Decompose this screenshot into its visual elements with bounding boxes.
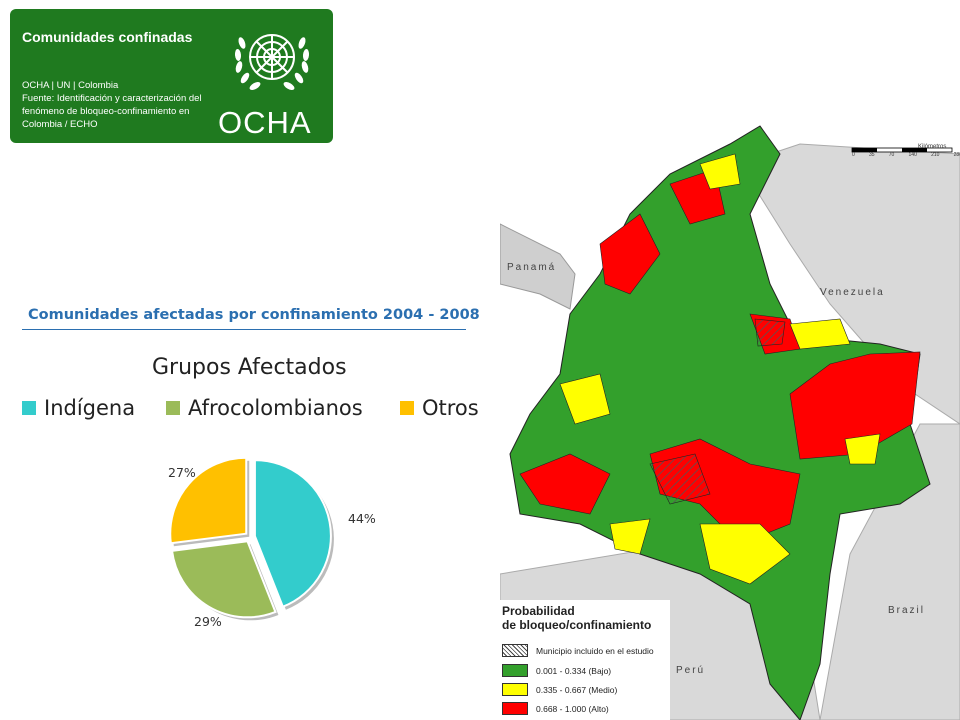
- map-region-high: [599, 213, 661, 295]
- map-scale-bar: [851, 147, 953, 153]
- scale-tick: 70: [888, 152, 895, 158]
- map-label-venezuela: Venezuela: [820, 287, 885, 298]
- legend-swatch-afrocolombianos: [166, 401, 180, 415]
- legend-swatch-indigena: [22, 401, 36, 415]
- legend-swatch-otros: [400, 401, 414, 415]
- header-source: OCHA | UN | Colombia Fuente: Identificac…: [22, 79, 227, 131]
- ocha-logo-text: OCHA: [218, 105, 312, 140]
- map-label-brazil: Brazil: [888, 605, 926, 616]
- map-legend-swatch: [502, 664, 528, 677]
- legend-item-otros: Otros: [400, 396, 479, 420]
- header-source-line-3: Colombia / ECHO: [22, 119, 98, 130]
- header-source-line-2: fenómeno de bloqueo-confinamiento en: [22, 106, 190, 117]
- map-legend-swatch: [502, 702, 528, 715]
- pie-data-label: 27%: [168, 465, 196, 480]
- scale-tick: 0: [852, 152, 855, 158]
- map-legend-title-line1: Probabilidad: [502, 604, 575, 618]
- map-label-panama: Panamá: [507, 262, 557, 273]
- map-legend-label: Municipio incluido en el estudio: [536, 645, 654, 656]
- pie-slice-otros: [169, 456, 248, 545]
- pie-slice-afrocolombianos: [170, 540, 277, 619]
- map-region-study: [649, 453, 711, 505]
- map-scale-ticks: 0 35 70 140 210 280: [852, 152, 960, 158]
- map-region-high: [519, 453, 611, 515]
- map-legend-swatch: [502, 683, 528, 696]
- map-region-medium: [559, 373, 611, 425]
- colombia-map: [500, 125, 960, 720]
- legend-item-indigena: Indígena: [22, 396, 135, 420]
- map-region-medium: [699, 523, 791, 585]
- chart-legend: Indígena Afrocolombianos Otros: [22, 396, 482, 426]
- un-emblem-icon: [234, 34, 310, 90]
- map-legend-item: 0.001 - 0.334 (Bajo): [502, 664, 611, 677]
- map-legend-label: 0.335 - 0.667 (Medio): [536, 684, 618, 695]
- map-neighbor-panama: [500, 223, 576, 310]
- map-scale-label: Kilómetros: [918, 144, 947, 150]
- map-legend: Probabilidad de bloqueo/confinamiento Mu…: [500, 600, 670, 720]
- map-legend-item: 0.668 - 1.000 (Alto): [502, 702, 609, 715]
- pie-data-label: 44%: [348, 511, 376, 526]
- map-legend-label: 0.668 - 1.000 (Alto): [536, 703, 609, 714]
- legend-label-afrocolombianos: Afrocolombianos: [188, 396, 363, 420]
- map-legend-swatch: [502, 644, 528, 657]
- pie-data-label: 29%: [194, 614, 222, 629]
- map-region-study: [754, 318, 786, 347]
- map-label-peru: Perú: [676, 665, 706, 676]
- pie-chart: 44% 29% 27%: [168, 456, 376, 629]
- map-legend-item: 0.335 - 0.667 (Medio): [502, 683, 617, 696]
- scale-tick: 35: [868, 152, 875, 158]
- map-region-high: [789, 351, 921, 460]
- map-region-medium: [844, 433, 881, 465]
- header-org-line: OCHA | UN | Colombia: [22, 80, 119, 91]
- legend-label-otros: Otros: [422, 396, 479, 420]
- section-divider: [22, 329, 466, 330]
- header-source-line-1: Fuente: Identificación y caracterización…: [22, 93, 202, 104]
- section-title: Comunidades afectadas por confinamiento …: [28, 307, 480, 323]
- pie-slice-indgena: [253, 459, 332, 609]
- legend-item-afrocolombianos: Afrocolombianos: [166, 396, 363, 420]
- scale-tick: 210: [931, 152, 940, 158]
- legend-label-indigena: Indígena: [44, 396, 136, 420]
- map-region-medium: [609, 518, 651, 555]
- map-legend-item: Municipio incluido en el estudio: [502, 644, 654, 657]
- map-legend-title-line2: de bloqueo/confinamiento: [502, 618, 652, 632]
- map-neighbor-brazil: [819, 423, 960, 720]
- header-box: Comunidades confinadas OCHA | UN | Colom…: [10, 9, 333, 143]
- scale-tick: 140: [908, 152, 917, 158]
- map-region-medium: [789, 318, 851, 350]
- scale-tick: 280: [953, 152, 960, 158]
- chart-title: Grupos Afectados: [152, 355, 347, 380]
- map-legend-label: 0.001 - 0.334 (Bajo): [536, 665, 612, 676]
- map-region-medium: [699, 153, 741, 190]
- map-legend-title: Probabilidad de bloqueo/confinamiento: [502, 604, 651, 632]
- header-title: Comunidades confinadas: [22, 29, 193, 45]
